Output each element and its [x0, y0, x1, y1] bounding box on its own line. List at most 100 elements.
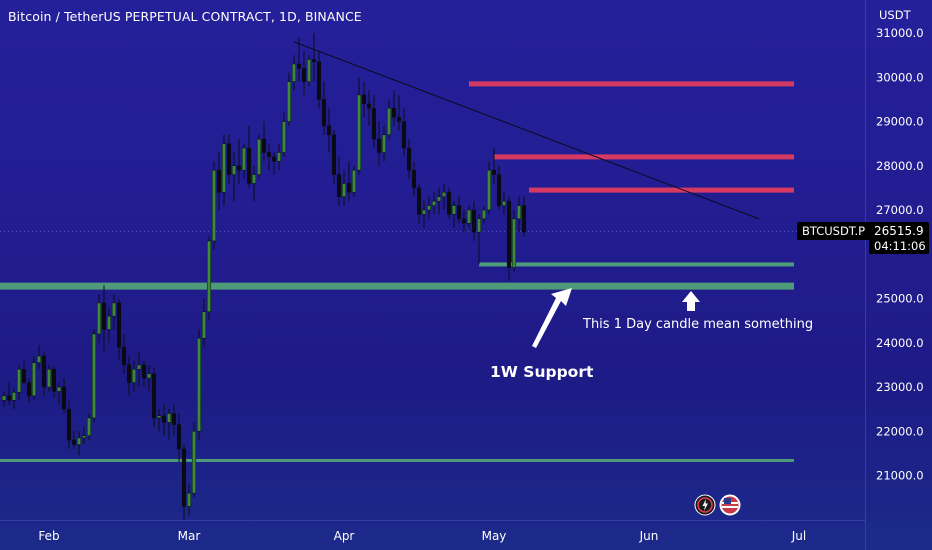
candle-down	[366, 103, 372, 109]
price-tick-label: 31000.0	[876, 26, 924, 40]
price-tick-label: 25000.0	[876, 292, 924, 306]
candle-down	[496, 174, 502, 206]
candle-up	[201, 311, 207, 339]
candle-up	[166, 413, 172, 423]
candle-up	[221, 143, 227, 193]
time-tick-label: Apr	[334, 529, 355, 543]
candle-down	[396, 116, 402, 122]
candle-down	[141, 364, 147, 379]
candle-down	[66, 408, 72, 441]
candle-up	[451, 205, 457, 215]
candle-up	[356, 94, 362, 171]
candle-up	[96, 302, 102, 335]
candle-up	[46, 369, 52, 388]
candle-down	[491, 169, 497, 175]
support-line	[479, 262, 794, 267]
candle-up	[81, 435, 87, 439]
candle-down	[331, 134, 337, 175]
candle-up	[251, 174, 257, 184]
candle-down	[321, 99, 327, 127]
candle-up	[421, 209, 427, 215]
candle-down	[266, 152, 272, 158]
support-line	[0, 282, 794, 290]
candle-down	[401, 121, 407, 149]
candle-up	[256, 138, 262, 175]
author-logo-icon	[694, 494, 741, 516]
candle-up	[436, 196, 442, 202]
candle-down	[326, 125, 332, 136]
candle-up	[231, 165, 237, 175]
candle-annotation: This 1 Day candle mean something	[583, 317, 814, 332]
candle-up	[431, 200, 437, 206]
last-price-tag: 26515.9 04:11:06	[869, 222, 929, 254]
candle-up	[1, 395, 7, 401]
candle-up	[276, 152, 282, 162]
candle-down	[126, 364, 132, 383]
price-tick-label: 21000.0	[876, 469, 924, 483]
candle-up	[481, 209, 487, 220]
price-axis-unit: USDT	[879, 8, 911, 22]
candle-down	[171, 413, 177, 425]
candle-up	[86, 417, 92, 436]
candle-up	[426, 205, 432, 211]
price-tick-label: 22000.0	[876, 424, 924, 438]
candle-up	[156, 415, 162, 419]
candle-down	[506, 200, 512, 268]
candle-up	[386, 107, 392, 136]
candle-up	[306, 59, 312, 82]
candle-up	[16, 369, 22, 393]
candle-down	[446, 192, 452, 215]
candle-up	[136, 364, 142, 370]
price-tick-label: 29000.0	[876, 115, 924, 129]
candle-down	[471, 209, 477, 233]
time-tick-label: Feb	[38, 529, 59, 543]
support-line	[0, 458, 794, 462]
diagonal-arrow-icon	[532, 288, 572, 348]
time-axis-separator	[0, 520, 865, 521]
candle-up	[501, 200, 507, 206]
candle-up	[476, 218, 482, 233]
candle-down	[51, 369, 57, 392]
descending-trendline	[293, 41, 760, 220]
candle-up	[106, 315, 112, 330]
candle-down	[416, 187, 422, 215]
time-tick-label: Jun	[639, 529, 659, 543]
candle-down	[41, 355, 47, 388]
candle-up	[191, 431, 197, 494]
candle-up	[291, 63, 297, 82]
candle-up	[516, 205, 522, 220]
candle-down	[336, 174, 342, 197]
candle-up	[281, 121, 287, 153]
candle-up	[11, 392, 17, 401]
candle-down	[311, 59, 317, 63]
candle-up	[441, 192, 447, 197]
candle-down	[261, 138, 267, 153]
up-arrow-icon	[682, 291, 700, 311]
candle-up	[286, 81, 292, 122]
candle-up	[91, 333, 97, 419]
price-axis-separator	[865, 0, 866, 550]
resistance-line	[469, 81, 794, 87]
candle-down	[161, 415, 167, 423]
candle-down	[216, 169, 222, 193]
last-price-value: 26515.9	[874, 224, 924, 238]
candle-down	[101, 302, 107, 330]
candle-down	[406, 147, 412, 171]
candle-down	[411, 169, 417, 189]
candle-down	[301, 68, 307, 82]
bar-countdown: 04:11:06	[874, 239, 926, 253]
resistance-line	[529, 187, 794, 193]
candle-up	[466, 209, 472, 224]
candle-down	[376, 138, 382, 153]
time-tick-label: May	[482, 529, 507, 543]
support-annotation: 1W Support	[490, 363, 594, 381]
candle-up	[31, 362, 37, 397]
candle-down	[316, 61, 322, 100]
candle-down	[371, 107, 377, 140]
candle-up	[211, 169, 217, 242]
chart-title: Bitcoin / TetherUS PERPETUAL CONTRACT, 1…	[8, 9, 362, 24]
candle-up	[351, 169, 357, 193]
candle-down	[346, 183, 352, 193]
candle-down	[121, 346, 127, 366]
